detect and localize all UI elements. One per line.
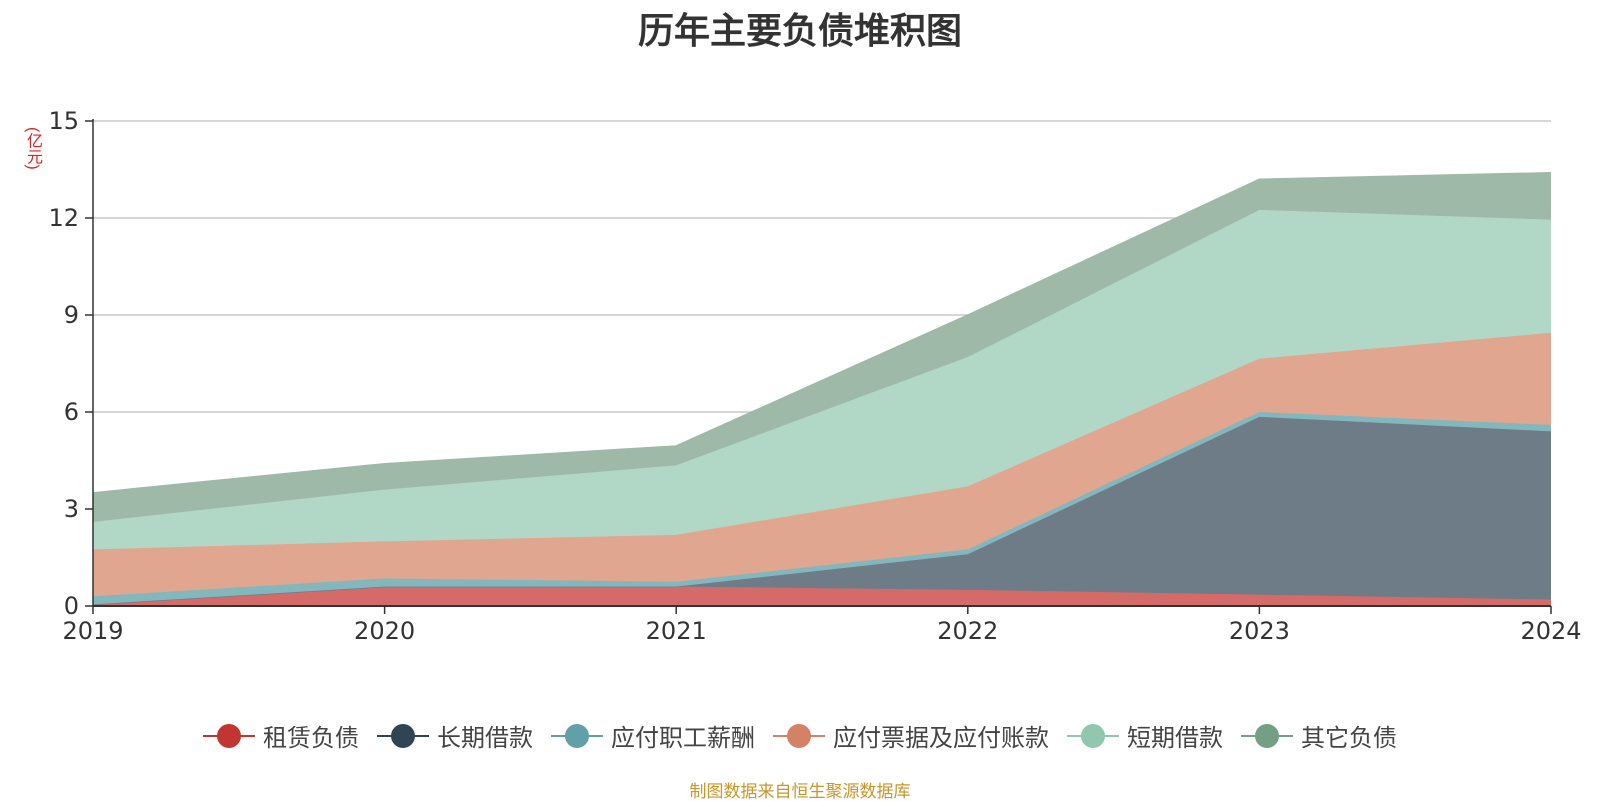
x-tick-label: 2020 [354, 617, 415, 645]
legend-marker-icon [1067, 723, 1119, 749]
x-tick-label: 2022 [937, 617, 998, 645]
chart-legend: 租赁负债 长期借款 应付职工薪酬 应付票据及应付账款 短期借款 其它负债 [0, 718, 1600, 753]
legend-label: 租赁负债 [263, 724, 359, 752]
stacked-area-chart: 0 3 6 9 12 15 2019 2020 2021 2022 2023 2024 [48, 107, 1581, 645]
x-tick-label: 2023 [1229, 617, 1290, 645]
y-tick-label: 6 [64, 398, 79, 426]
legend-item-5[interactable]: 短期借款 [1067, 718, 1223, 753]
x-tick-label: 2024 [1520, 617, 1581, 645]
legend-item-3[interactable]: 应付职工薪酬 [551, 718, 755, 753]
legend-label: 短期借款 [1127, 724, 1223, 752]
y-tick-label: 0 [64, 592, 79, 620]
area-1 [93, 586, 1551, 606]
legend-marker-icon [1241, 723, 1293, 749]
area-edge-6 [92, 171, 1552, 494]
y-axis-unit-label: (亿元) [24, 126, 41, 170]
legend-label: 应付票据及应付账款 [833, 724, 1049, 752]
source-note: 制图数据来自恒生聚源数据库 [689, 782, 911, 801]
legend-label: 长期借款 [437, 724, 533, 752]
x-tick-label: 2021 [646, 617, 707, 645]
legend-marker-icon [773, 723, 825, 749]
area-4 [93, 332, 1551, 597]
y-tick-label: 15 [48, 107, 79, 135]
legend-marker-icon [203, 723, 255, 749]
legend-marker-icon [551, 723, 603, 749]
legend-label: 应付职工薪酬 [611, 724, 755, 752]
legend-item-6[interactable]: 其它负债 [1241, 718, 1397, 753]
area-5 [93, 209, 1551, 550]
y-tick-label: 12 [48, 204, 79, 232]
legend-marker-icon [377, 723, 429, 749]
chart-title: 历年主要负债堆积图 [637, 11, 962, 52]
y-tick-label: 3 [64, 495, 79, 523]
legend-item-4[interactable]: 应付票据及应付账款 [773, 718, 1049, 753]
legend-label: 其它负债 [1301, 724, 1397, 752]
area-2 [93, 416, 1551, 605]
x-tick-label: 2019 [62, 617, 123, 645]
legend-item-2[interactable]: 长期借款 [377, 718, 533, 753]
area-6 [93, 172, 1551, 522]
y-tick-label: 9 [64, 301, 79, 329]
legend-item-1[interactable]: 租赁负债 [203, 718, 359, 753]
